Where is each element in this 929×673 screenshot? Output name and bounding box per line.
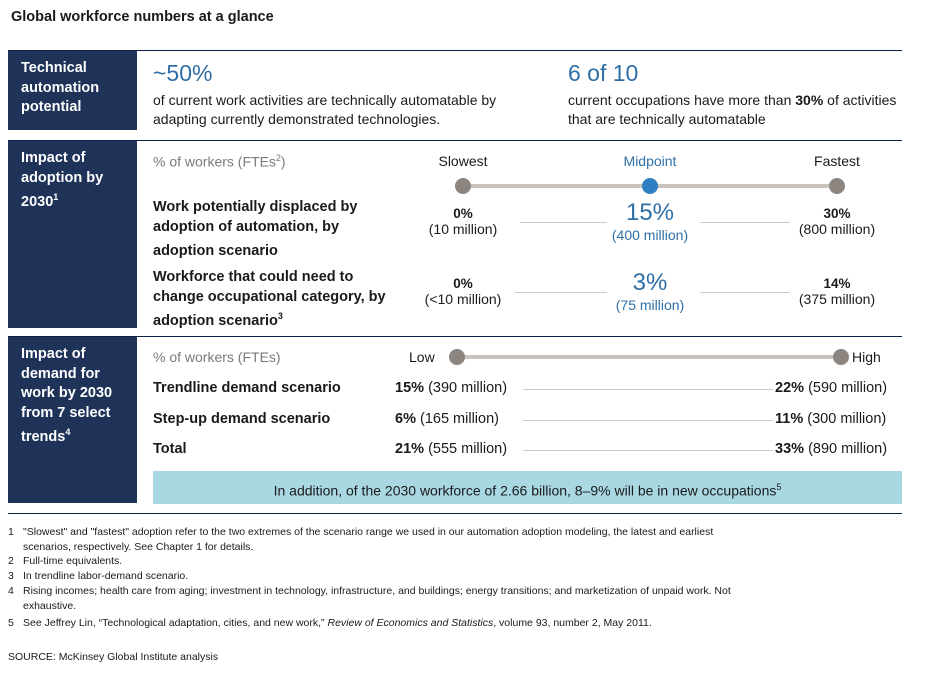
row2-slowest-value: 0% (<10 million) (424, 276, 502, 307)
total-low-value: 21% (555 million) (395, 441, 508, 457)
section1-label-box: Technical automation potential (8, 51, 137, 130)
row2-connector-right (700, 292, 790, 293)
header-slowest: Slowest (438, 153, 488, 169)
section3-label-box: Impact of demand for work by 2030 from 7… (8, 337, 137, 503)
stat2-value: 6 of 10 (568, 60, 639, 86)
fastest-marker (829, 178, 845, 194)
low-marker (449, 349, 465, 365)
trendline-low-value: 15% (390 million) (395, 380, 508, 396)
row1-fastest-value: 30% (800 million) (798, 206, 876, 237)
section1-top-rule (8, 50, 902, 51)
stat2-text: current occupations have more than 30% o… (568, 92, 897, 127)
trendline-high-value: 22% (590 million) (775, 380, 888, 396)
footnote-4: 4 Rising incomes; health care from aging;… (8, 585, 731, 612)
section2-label-box: Impact of adoption by 20301 (8, 141, 137, 328)
high-marker (833, 349, 849, 365)
slowest-marker (455, 178, 471, 194)
footnote-2: 2 Full-time equivalents. (8, 555, 123, 567)
row1-connector-left (520, 222, 607, 223)
total-high-value: 33% (890 million) (775, 441, 888, 457)
midpoint-marker (642, 178, 658, 194)
header-fastest: Fastest (814, 153, 860, 169)
new-occupations-banner: In addition, of the 2030 workforce of 2.… (153, 471, 902, 504)
footnote-5: 5 See Jeffrey Lin, “Technological adaptat… (8, 617, 652, 629)
row-change-occupation-label: Workforce that could need to change occu… (153, 269, 386, 329)
footnotes-rule (8, 513, 902, 514)
exhibit-title: Global workforce numbers at a glance (11, 9, 274, 25)
row2-connector-left (515, 292, 607, 293)
stat1-value: ~50% (153, 60, 213, 86)
stepup-low-value: 6% (165 million) (395, 411, 499, 427)
total-row-label: Total (153, 441, 187, 457)
footnote-1: 1 "Slowest" and "fastest" adoption refer … (8, 526, 714, 553)
footnote-3: 3 In trendline labor-demand scenario. (8, 570, 189, 582)
section2-label: Impact of adoption by 2030 (21, 150, 104, 210)
section2-units-label: % of workers (FTEs2) (153, 153, 286, 170)
row-work-displaced-label: Work potentially displaced by adoption o… (153, 199, 358, 259)
section3-top-rule (8, 336, 902, 337)
section2-top-rule (8, 140, 902, 141)
header-midpoint: Midpoint (623, 153, 677, 169)
stepup-high-value: 11% (300 million) (775, 411, 887, 427)
row1-slowest-value: 0% (10 million) (428, 206, 498, 237)
section3-label: Impact of demand for work by 2030 from 7… (21, 346, 113, 445)
trendline-row-label: Trendline demand scenario (153, 380, 341, 396)
stepup-connector (523, 420, 773, 421)
total-connector (523, 450, 773, 451)
row2-fastest-value: 14% (375 million) (798, 276, 876, 307)
top-border (0, 0, 929, 3)
low-label: Low (409, 349, 435, 365)
high-label: High (852, 349, 881, 365)
row1-connector-right (700, 222, 790, 223)
stat1-text: of current work activities are technical… (153, 92, 497, 127)
source-note: SOURCE: McKinsey Global Institute analys… (8, 651, 219, 663)
row2-midpoint-value: 3% (75 million) (615, 269, 685, 313)
row1-midpoint-value: 15% (400 million) (611, 199, 689, 243)
stepup-row-label: Step-up demand scenario (153, 411, 331, 427)
trendline-connector (523, 389, 773, 390)
section3-units-label: % of workers (FTEs) (153, 349, 281, 365)
section1-label: Technical automation potential (21, 60, 100, 115)
demand-scale-track (457, 355, 841, 359)
